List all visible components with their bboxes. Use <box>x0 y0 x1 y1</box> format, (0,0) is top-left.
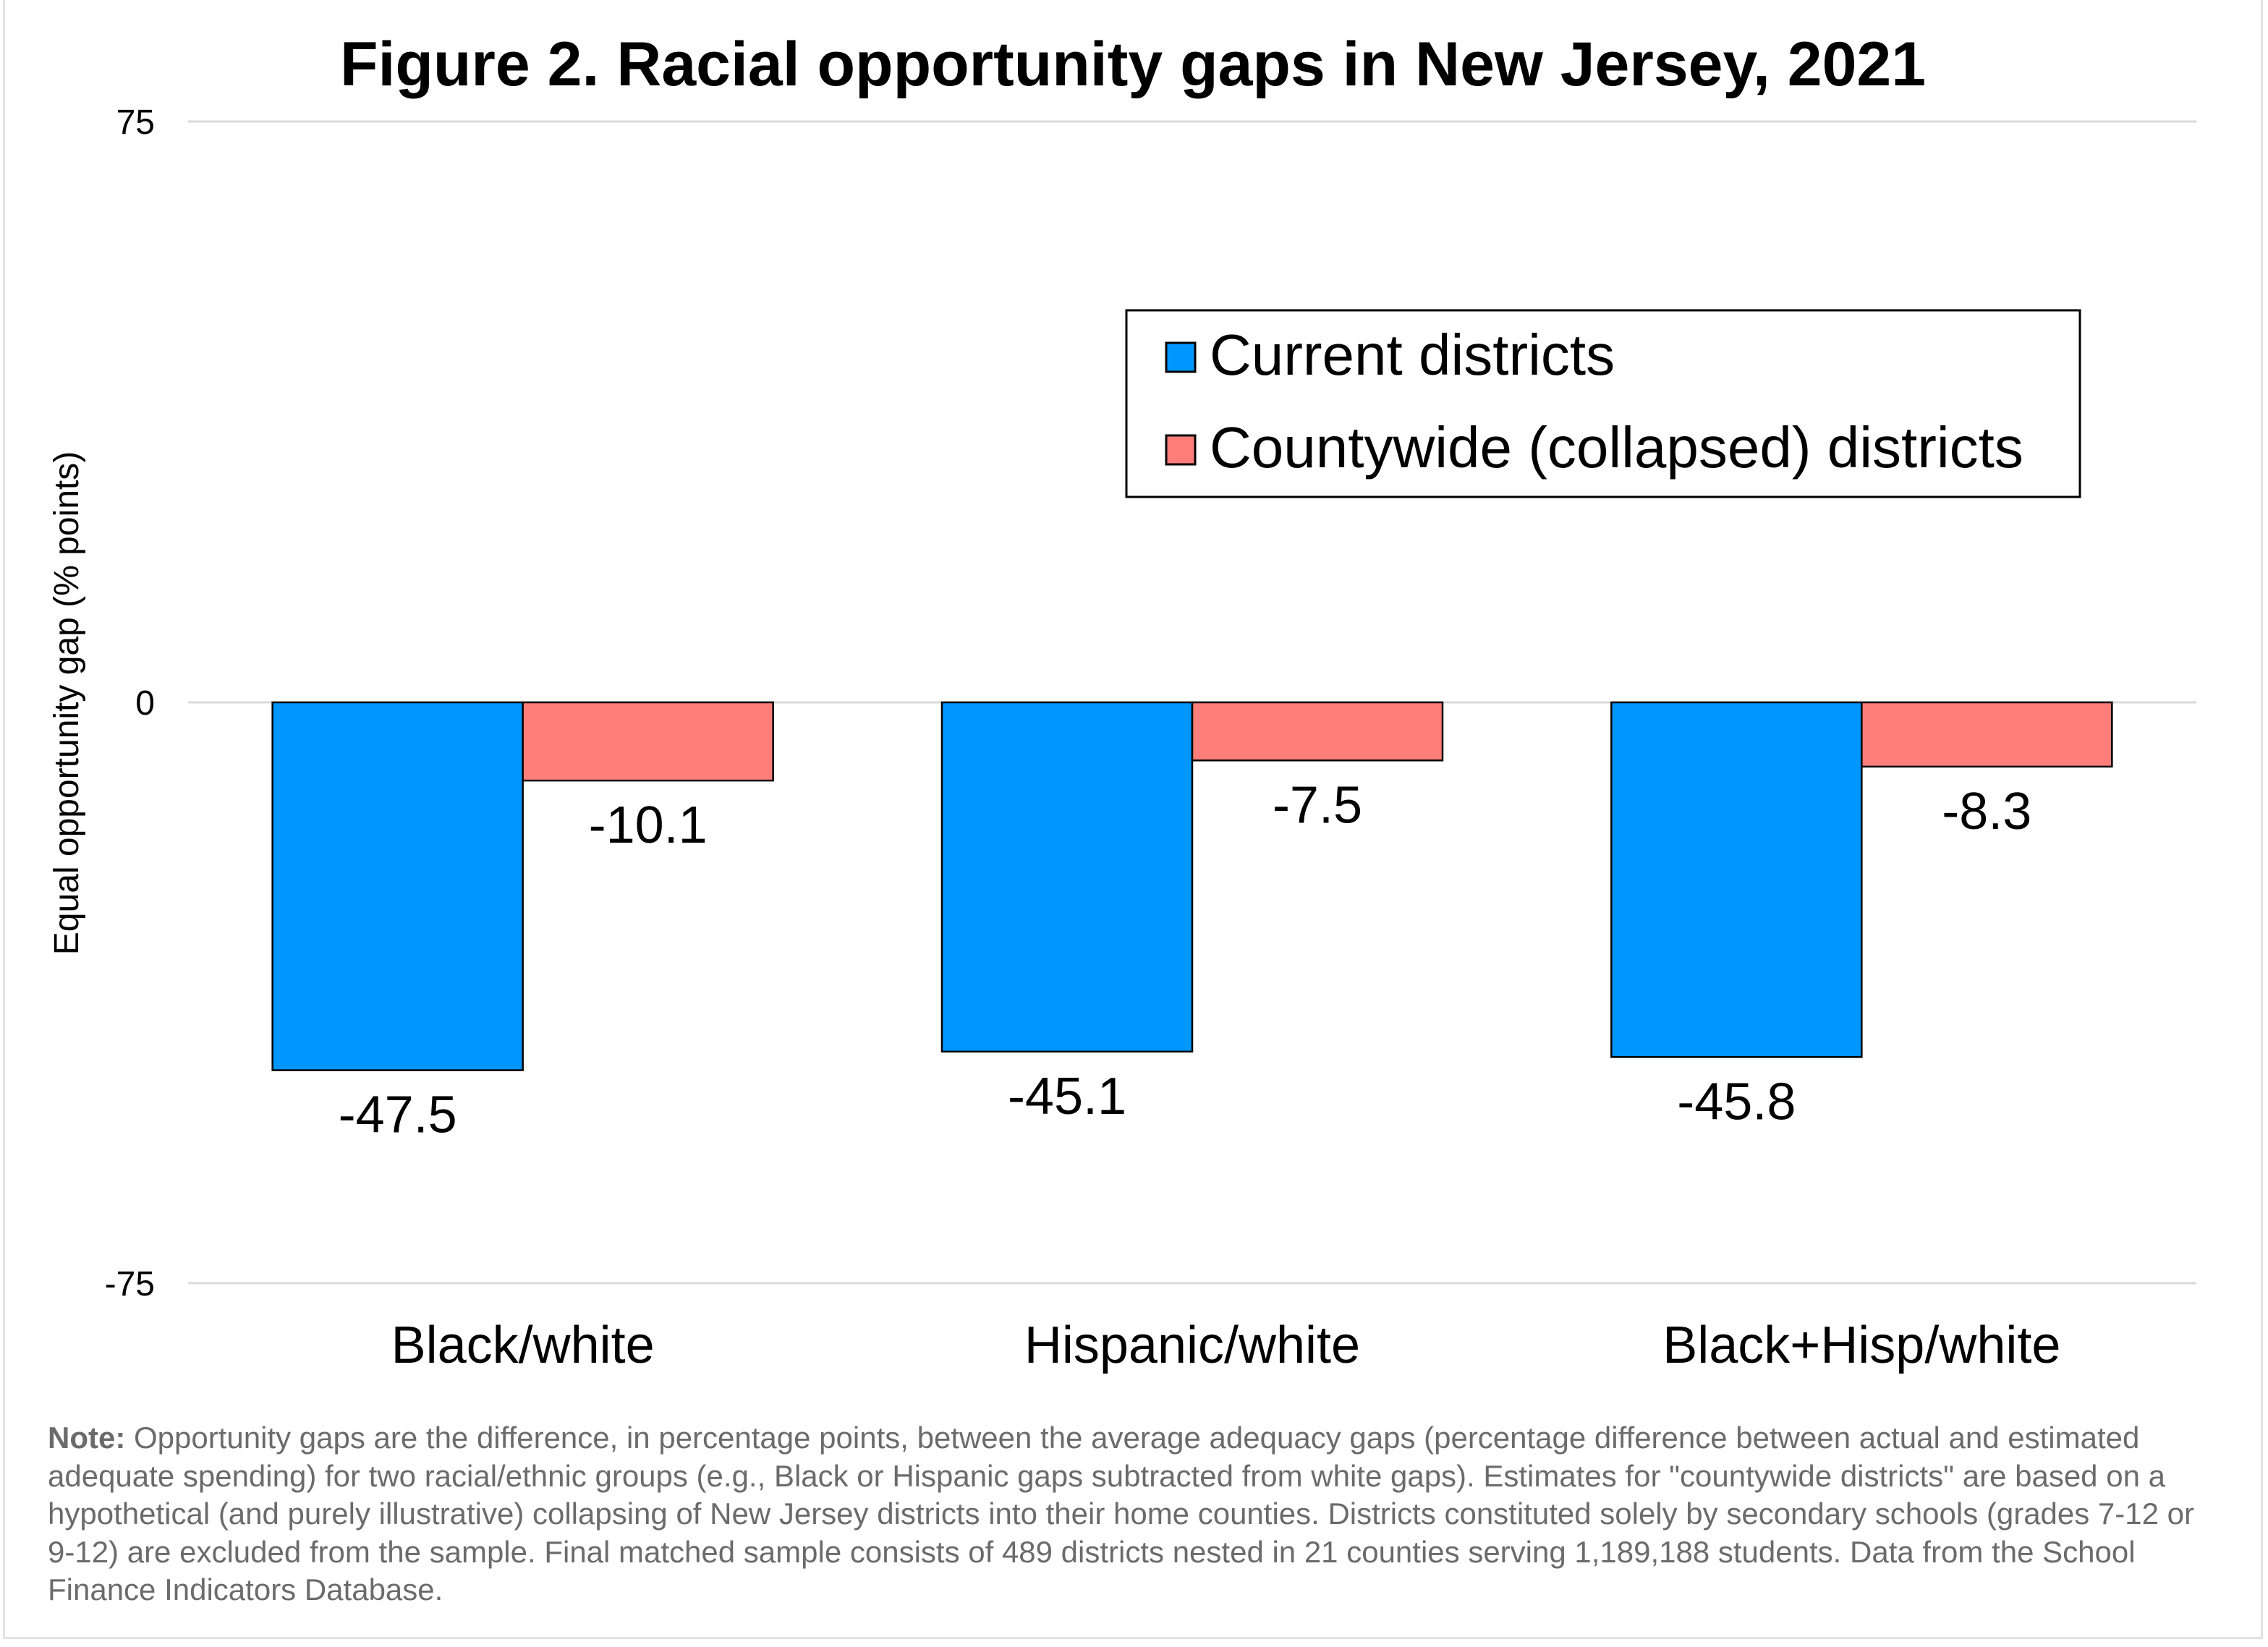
x-axis-ticks: Black/white Hispanic/white Black+Hisp/whit… <box>391 1316 2061 1374</box>
y-tick-label: -75 <box>105 1265 155 1303</box>
bars <box>271 701 2113 1071</box>
data-label: -45.1 <box>1008 1068 1126 1125</box>
x-tick-label: Black/white <box>391 1316 655 1374</box>
data-label: -47.5 <box>339 1086 457 1144</box>
y-tick-label: 0 <box>135 684 155 723</box>
data-labels: -47.5 -10.1 -45.1 -7.5 -45.8 -8.3 <box>339 776 2032 1144</box>
note-text: Opportunity gaps are the difference, in … <box>48 1421 2195 1606</box>
legend-label-current: Current districts <box>1210 323 1615 387</box>
data-label: -8.3 <box>1942 783 2031 840</box>
bar-chart: Figure 2. Racial opportunity gaps in New… <box>48 30 2196 1374</box>
y-tick-label: 75 <box>116 103 155 142</box>
data-label: -45.8 <box>1677 1073 1796 1131</box>
legend: Current districts Countywide (collapsed)… <box>1125 309 2081 498</box>
bar-countywide <box>522 701 774 782</box>
legend-swatch-current <box>1165 341 1197 373</box>
bar-current <box>271 701 524 1071</box>
bar-countywide <box>1861 701 2113 768</box>
y-axis-label: Equal opportunity gap (% points) <box>48 451 86 955</box>
bar-current <box>940 701 1194 1053</box>
x-tick-label: Black+Hisp/white <box>1662 1316 2060 1374</box>
bar-countywide <box>1191 701 1444 762</box>
note-label: Note: <box>48 1421 126 1455</box>
data-label: -7.5 <box>1273 776 1362 834</box>
y-axis-ticks: 75 0 -75 <box>105 103 155 1303</box>
legend-swatch-countywide <box>1165 434 1197 466</box>
chart-note: Note: Opportunity gaps are the differenc… <box>48 1419 2211 1609</box>
bar-current <box>1610 701 1863 1058</box>
legend-box <box>1125 309 2081 498</box>
legend-label-countywide: Countywide (collapsed) districts <box>1210 415 2023 480</box>
figure-frame <box>3 0 2263 1639</box>
data-label: -10.1 <box>589 796 708 854</box>
x-tick-label: Hispanic/white <box>1024 1316 1360 1374</box>
chart-title: Figure 2. Racial opportunity gaps in New… <box>340 30 1926 99</box>
